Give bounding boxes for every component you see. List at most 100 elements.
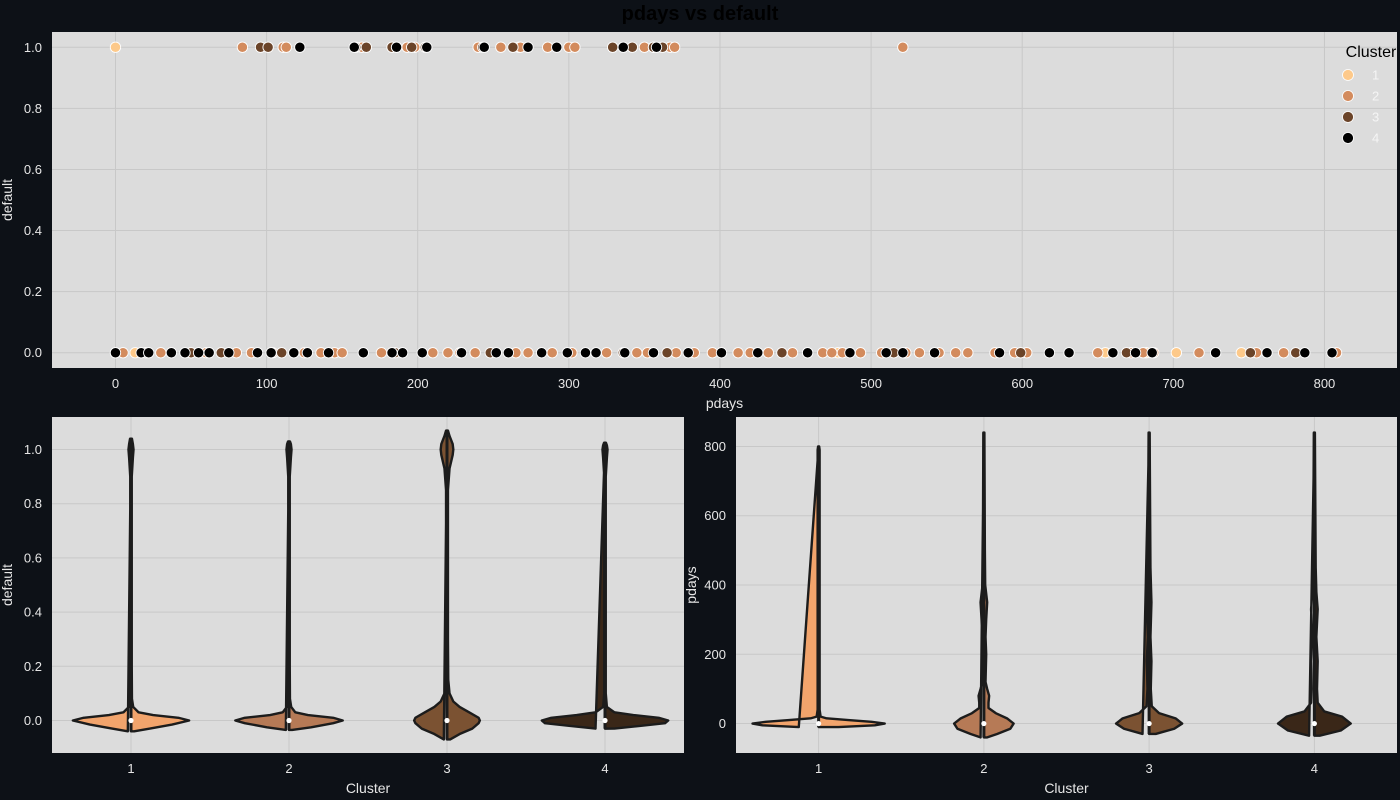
scatter-point-cluster-2 (375, 347, 388, 359)
violin-default-y-tick-label: 0.0 (24, 713, 42, 728)
scatter-point-cluster-2 (569, 41, 581, 53)
violin-default-median-cluster-4 (602, 717, 608, 724)
legend-label-cluster-3: 3 (1372, 110, 1379, 125)
legend: Cluster 1 2 3 4 (1342, 44, 1397, 146)
scatter-point-cluster-2 (522, 347, 534, 359)
violin-default-x-axis-label: Cluster (346, 780, 391, 796)
violin-default-x-tick-label: 3 (443, 761, 450, 776)
violin-pdays-median-cluster-2 (981, 720, 987, 727)
scatter-point-cluster-2 (280, 41, 292, 53)
scatter-point-cluster-4 (1107, 347, 1119, 359)
scatter-point-cluster-2 (786, 347, 799, 359)
scatter-x-tick-label: 400 (709, 376, 731, 391)
scatter-point-cluster-3 (262, 41, 274, 53)
scatter-point-cluster-3 (507, 41, 519, 53)
scatter-point-cluster-4 (179, 347, 191, 359)
legend-marker-cluster-4 (1342, 132, 1354, 144)
violin-default-plot-area (52, 417, 684, 753)
scatter-point-cluster-4 (551, 41, 563, 53)
scatter-point-cluster-2 (913, 347, 926, 359)
violin-default-x-tick-label: 4 (601, 761, 608, 776)
legend-title: Cluster (1346, 44, 1397, 61)
scatter-point-cluster-2 (668, 41, 681, 53)
violin-default-x-tick-label: 2 (285, 761, 292, 776)
violin-default-panel: 1 2 3 4 0.0 0.2 0.4 0.6 0.8 1.0 Cluster default (0, 417, 684, 796)
violin-pdays-x-tick-label: 2 (980, 761, 987, 776)
scatter-x-tick-label: 500 (860, 376, 882, 391)
violin-pdays-x-tick-label: 3 (1146, 761, 1153, 776)
scatter-point-cluster-4 (416, 347, 428, 359)
scatter-point-cluster-2 (826, 347, 838, 359)
scatter-point-cluster-3 (1244, 347, 1257, 359)
scatter-y-tick-label: 0.0 (24, 345, 42, 360)
scatter-x-tick-label: 200 (407, 376, 429, 391)
scatter-point-cluster-2 (1278, 347, 1290, 359)
scatter-point-cluster-2 (762, 347, 774, 359)
scatter-point-cluster-4 (265, 347, 277, 359)
violin-default-y-tick-label: 0.6 (24, 550, 42, 565)
scatter-point-cluster-3 (276, 347, 288, 359)
scatter-y-tick-label: 0.2 (24, 284, 42, 299)
scatter-point-cluster-4 (1063, 347, 1075, 359)
scatter-point-cluster-4 (1299, 347, 1311, 359)
scatter-point-cluster-4 (386, 347, 398, 359)
scatter-y-axis-label: default (0, 179, 15, 221)
scatter-point-cluster-1 (1170, 347, 1183, 359)
scatter-point-cluster-4 (203, 347, 215, 359)
scatter-point-cluster-4 (322, 347, 335, 359)
violin-pdays-x-tick-label: 1 (815, 761, 822, 776)
scatter-point-cluster-4 (535, 347, 548, 359)
violin-pdays-x-tick-label: 4 (1311, 761, 1318, 776)
scatter-point-cluster-4 (478, 41, 490, 53)
scatter-point-cluster-4 (682, 347, 694, 359)
scatter-point-cluster-4 (650, 41, 663, 53)
scatter-point-cluster-4 (928, 347, 941, 359)
scatter-point-cluster-4 (1146, 347, 1158, 359)
scatter-point-cluster-4 (619, 347, 631, 359)
scatter-point-cluster-4 (880, 347, 892, 359)
scatter-point-cluster-4 (390, 41, 403, 53)
scatter-point-cluster-4 (993, 347, 1006, 359)
scatter-point-cluster-4 (301, 347, 314, 359)
scatter-point-cluster-4 (844, 347, 856, 359)
violin-pdays-y-tick-label: 600 (704, 508, 726, 523)
scatter-point-cluster-4 (1043, 347, 1056, 359)
scatter-point-cluster-4 (109, 347, 122, 359)
scatter-point-cluster-2 (600, 347, 613, 359)
legend-marker-cluster-2 (1342, 90, 1354, 102)
scatter-point-cluster-4 (897, 347, 909, 359)
scatter-point-cluster-4 (251, 347, 264, 359)
violin-default-y-tick-label: 0.2 (24, 659, 42, 674)
violin-default-y-tick-label: 0.8 (24, 496, 42, 511)
violin-pdays-y-axis-label: pdays (683, 566, 699, 603)
scatter-point-cluster-4 (223, 347, 235, 359)
scatter-point-cluster-4 (579, 347, 592, 359)
scatter-point-cluster-2 (336, 347, 348, 359)
violin-pdays-y-tick-label: 400 (704, 578, 726, 593)
scatter-x-axis-label: pdays (706, 395, 743, 411)
scatter-x-tick-label: 800 (1314, 376, 1336, 391)
figure-title: pdays vs default (622, 3, 779, 25)
scatter-point-cluster-2 (155, 347, 167, 359)
legend-label-cluster-2: 2 (1372, 89, 1379, 104)
violin-pdays-y-tick-label: 800 (704, 439, 726, 454)
scatter-point-cluster-4 (294, 41, 306, 53)
scatter-point-cluster-3 (406, 41, 418, 53)
violin-default-median-cluster-3 (444, 717, 450, 724)
scatter-point-cluster-2 (1193, 347, 1205, 359)
legend-label-cluster-1: 1 (1372, 68, 1379, 83)
scatter-point-cluster-2 (854, 347, 867, 359)
scatter-point-cluster-2 (962, 347, 974, 359)
scatter-point-cluster-4 (357, 347, 369, 359)
violin-pdays-panel: 1 2 3 4 0 200 400 600 800 Cluster pdays (683, 417, 1397, 796)
scatter-x-tick-label: 0 (112, 376, 119, 391)
scatter-point-cluster-2 (442, 347, 454, 359)
scatter-point-cluster-4 (455, 347, 468, 359)
violin-default-y-tick-label: 1.0 (24, 442, 42, 457)
violin-pdays-median-cluster-4 (1311, 720, 1317, 727)
scatter-point-cluster-2 (631, 347, 643, 359)
legend-marker-cluster-3 (1342, 111, 1354, 123)
scatter-point-cluster-4 (192, 347, 205, 359)
scatter-point-cluster-4 (421, 41, 433, 53)
scatter-point-cluster-4 (801, 347, 814, 359)
